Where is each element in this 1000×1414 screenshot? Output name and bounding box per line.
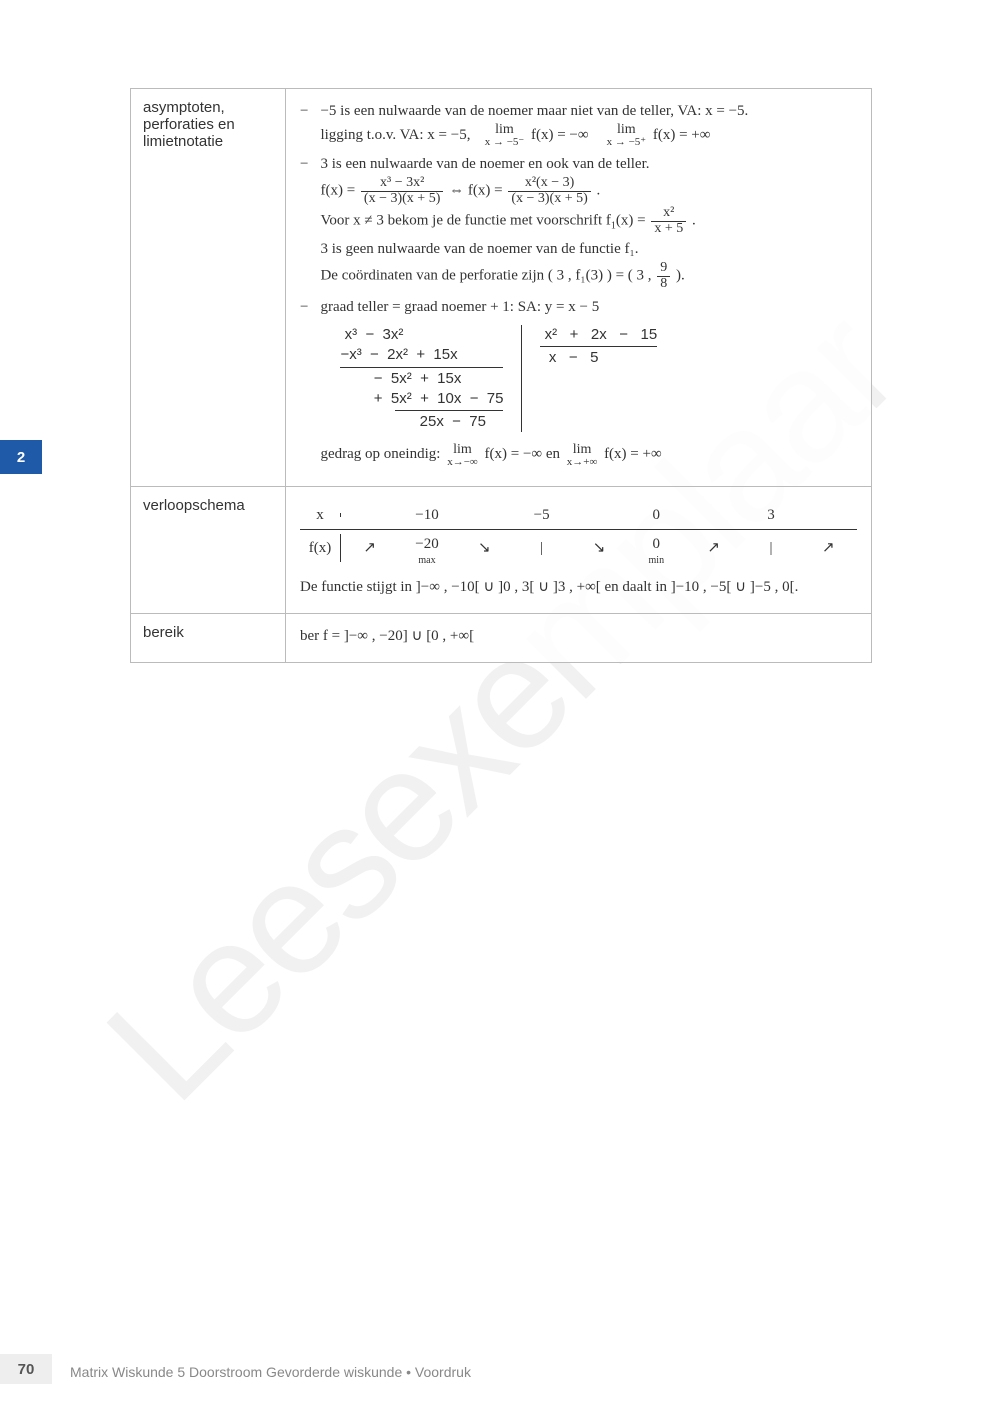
text-fragment: ). (676, 267, 685, 283)
label-verloopschema: verloopschema (131, 487, 286, 613)
text-line: 3 is een nulwaarde van de noemer en ook … (320, 152, 695, 176)
text-line: De functie stijgt in ]−∞ , −10[ ∪ ]0 , 3… (300, 575, 857, 599)
text-line: graad teller = graad noemer + 1: SA: y =… (320, 295, 857, 319)
row-bereik: bereik ber f = ]−∞ , −20] ∪ [0 , +∞[ (131, 613, 871, 662)
schema-cell: −10 (398, 501, 455, 529)
frac-den: (x − 3)(x + 5) (508, 192, 590, 207)
footer-text: Matrix Wiskunde 5 Doorstroom Gevorderde … (70, 1364, 471, 1380)
content-asymptoten: − −5 is een nulwaarde van de noemer maar… (286, 89, 871, 486)
content-bereik: ber f = ]−∞ , −20] ∪ [0 , +∞[ (286, 614, 871, 662)
frac-num: x² (651, 206, 686, 222)
schema-sublabel: min (628, 556, 685, 565)
chapter-tab: 2 (0, 440, 42, 474)
text-line: −5 is een nulwaarde van de noemer maar n… (320, 99, 748, 123)
lim-symbol: lim (607, 123, 647, 137)
schema-cell: ↘ (456, 534, 513, 562)
frac-num: x²(x − 3) (508, 176, 590, 192)
schema-cell: 3 (742, 501, 799, 529)
lim-sub: x → −5⁺ (607, 137, 647, 148)
text-fragment: ligging t.o.v. VA: x = −5, (320, 127, 470, 143)
schema-cell: | (742, 534, 799, 562)
schema-header: x (300, 501, 340, 529)
schema-header: f(x) (300, 534, 340, 562)
text-fragment: . (692, 213, 696, 229)
ld-line: + 5x² + 10x − 75 (340, 389, 503, 409)
math-expr: f(x) = +∞ (653, 127, 711, 143)
lim-symbol: lim (567, 443, 598, 457)
math-line: De coördinaten van de perforatie zijn ( … (320, 261, 695, 291)
frac-num: 9 (657, 261, 670, 277)
text-fragment: Voor x ≠ 3 bekom je de functie met voors… (320, 213, 610, 229)
schema-cell: 0 (628, 501, 685, 529)
bullet-dash: − (300, 99, 308, 148)
schema-cell: 0 (653, 536, 661, 552)
ld-line: x − 5 (540, 348, 657, 368)
math-expr: f(x) = −∞ (531, 127, 589, 143)
content-verloopschema: x −10 −5 0 3 f(x) ↗ −20 max (286, 487, 871, 613)
schema-cell: ↘ (570, 534, 627, 562)
row-asymptoten: asymptoten, perforaties en limietnotatie… (131, 89, 871, 486)
ld-line: −x³ − 2x² + 15x (340, 345, 503, 365)
ld-line: x² + 2x − 15 (540, 325, 657, 345)
frac-den: 8 (657, 277, 670, 292)
frac-den: x + 5 (651, 222, 686, 237)
schema-cell: ↗ (685, 534, 742, 562)
math-expr: f(x) = −∞ en (485, 446, 564, 462)
text-fragment: De coördinaten van de perforatie zijn ( … (320, 267, 655, 283)
math-line: Voor x ≠ 3 bekom je de functie met voors… (320, 206, 695, 236)
row-verloopschema: verloopschema x −10 −5 0 3 f(x) ↗ (131, 486, 871, 613)
text-line: ligging t.o.v. VA: x = −5, limx → −5⁻ f(… (320, 123, 748, 148)
math-expr: f(x) = +∞ (604, 446, 662, 462)
schema-cell: −5 (513, 501, 570, 529)
text-fragment: gedrag op oneindig: (320, 446, 444, 462)
lim-sub: x→+∞ (567, 457, 598, 468)
text-fragment: ⇔ f(x) = (449, 183, 506, 199)
lim-sub: x→−∞ (447, 457, 478, 468)
page-number: 70 (0, 1354, 52, 1384)
ld-line: x³ − 3x² (340, 325, 503, 345)
sign-table: x −10 −5 0 3 f(x) ↗ −20 max (300, 501, 857, 567)
math-line: f(x) = x³ − 3x²(x − 3)(x + 5) ⇔ f(x) = x… (320, 176, 695, 206)
ld-line: − 5x² + 15x (340, 369, 503, 389)
long-division: x³ − 3x² −x³ − 2x² + 15x − 5x² + 15x + 5… (340, 325, 857, 432)
schema-sublabel: max (398, 556, 455, 565)
text-fragment: f(x) = (320, 183, 358, 199)
lim-symbol: lim (447, 443, 478, 457)
lim-symbol: lim (485, 123, 525, 137)
ld-line: 25x − 75 (340, 412, 503, 432)
text-line: 3 is geen nulwaarde van de noemer van de… (320, 237, 695, 261)
label-asymptoten: asymptoten, perforaties en limietnotatie (131, 89, 286, 486)
schema-cell: ↗ (800, 534, 857, 562)
lim-sub: x → −5⁻ (485, 137, 525, 148)
text-fragment: (x) = (616, 213, 649, 229)
schema-cell: −20 (415, 536, 438, 552)
main-table: asymptoten, perforaties en limietnotatie… (130, 88, 872, 663)
label-bereik: bereik (131, 614, 286, 662)
schema-cell: | (513, 534, 570, 562)
bullet-dash: − (300, 152, 308, 291)
text-line: gedrag op oneindig: limx→−∞ f(x) = −∞ en… (320, 442, 857, 467)
bullet-dash: − (300, 295, 308, 467)
schema-cell: ↗ (340, 534, 398, 562)
text-fragment: . (597, 183, 601, 199)
frac-num: x³ − 3x² (361, 176, 443, 192)
frac-den: (x − 3)(x + 5) (361, 192, 443, 207)
